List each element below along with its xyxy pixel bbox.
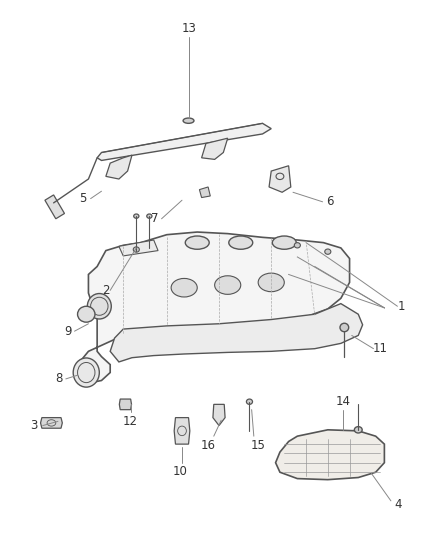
Ellipse shape	[133, 247, 139, 252]
Text: 3: 3	[30, 419, 38, 432]
Text: 8: 8	[55, 373, 63, 385]
Ellipse shape	[147, 214, 152, 218]
Ellipse shape	[294, 243, 300, 248]
Text: 16: 16	[201, 439, 215, 452]
Text: 7: 7	[151, 212, 159, 225]
Polygon shape	[41, 418, 62, 428]
Ellipse shape	[183, 118, 194, 123]
Polygon shape	[201, 138, 228, 159]
Ellipse shape	[325, 249, 331, 254]
Text: 11: 11	[373, 342, 388, 355]
Text: 10: 10	[173, 465, 187, 478]
Text: 12: 12	[122, 415, 137, 428]
Ellipse shape	[185, 236, 209, 249]
Ellipse shape	[272, 236, 296, 249]
Ellipse shape	[229, 236, 253, 249]
Ellipse shape	[258, 273, 284, 292]
Polygon shape	[45, 195, 64, 219]
Polygon shape	[174, 418, 190, 444]
Polygon shape	[106, 155, 132, 179]
Polygon shape	[119, 240, 158, 256]
Polygon shape	[97, 123, 271, 160]
Text: 1: 1	[398, 300, 406, 313]
Text: 6: 6	[326, 195, 334, 208]
Text: 15: 15	[251, 439, 265, 452]
Text: 14: 14	[336, 395, 350, 408]
Text: 4: 4	[395, 497, 402, 511]
Ellipse shape	[340, 323, 349, 332]
Ellipse shape	[247, 399, 253, 405]
Ellipse shape	[78, 306, 95, 322]
Polygon shape	[276, 430, 385, 480]
Ellipse shape	[171, 278, 197, 297]
Ellipse shape	[215, 276, 241, 294]
Ellipse shape	[354, 426, 362, 433]
Polygon shape	[199, 187, 210, 198]
Polygon shape	[269, 166, 291, 192]
Text: 5: 5	[80, 192, 87, 205]
Text: 2: 2	[102, 284, 110, 297]
Polygon shape	[119, 399, 131, 410]
Polygon shape	[110, 304, 363, 362]
Text: 9: 9	[64, 325, 71, 338]
Ellipse shape	[87, 294, 111, 319]
Polygon shape	[213, 405, 225, 425]
Ellipse shape	[73, 358, 99, 387]
Polygon shape	[75, 232, 350, 383]
Ellipse shape	[134, 214, 139, 218]
Text: 13: 13	[182, 22, 197, 36]
